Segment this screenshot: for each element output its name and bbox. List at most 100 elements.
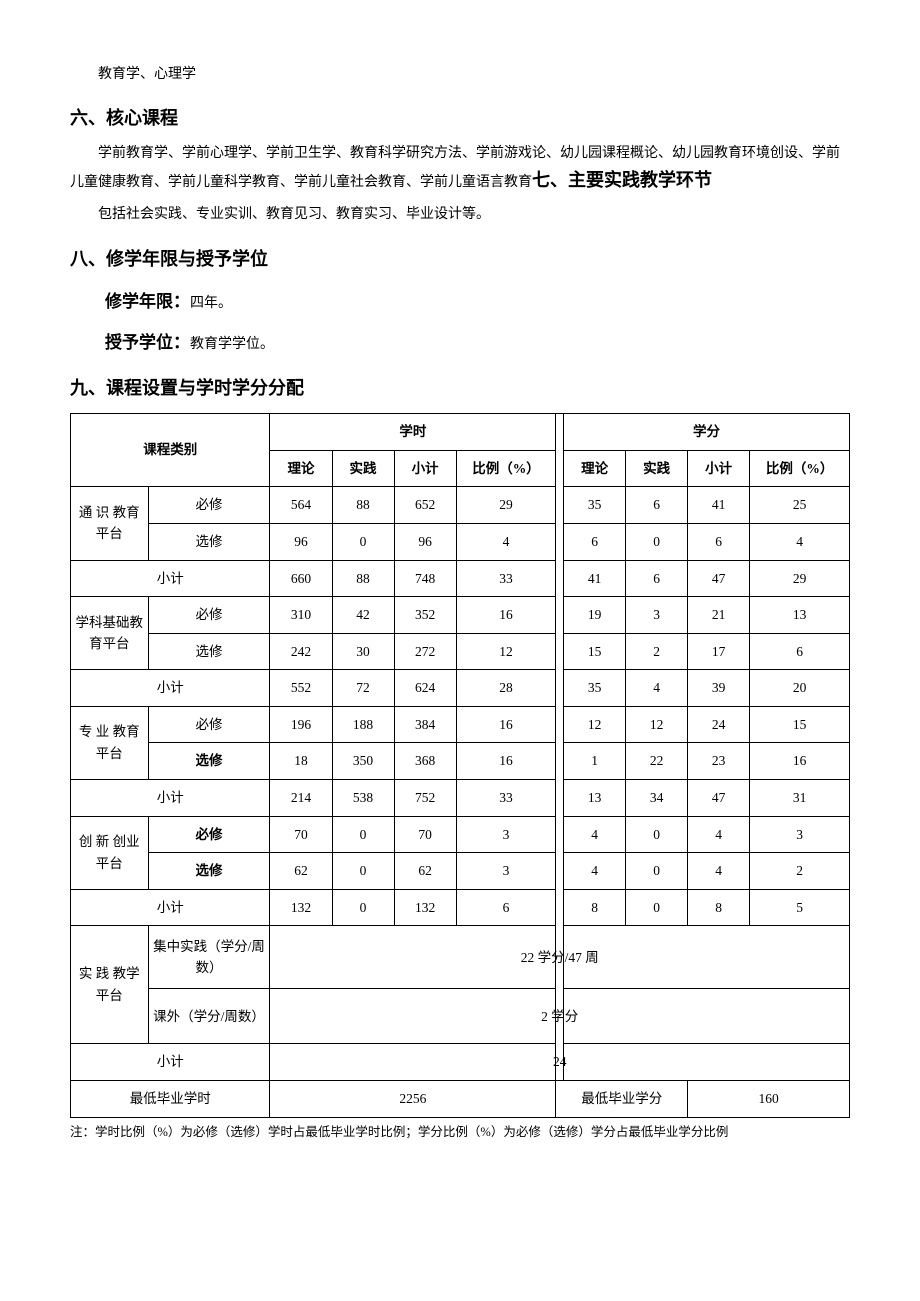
th-practice-h: 实践 [332,450,394,487]
row-label: 必修 [148,597,270,634]
cell: 96 [394,523,456,560]
cell: 660 [270,560,332,597]
cell: 4 [626,670,688,707]
cell: 21 [688,597,750,634]
cell: 272 [394,633,456,670]
subtotal-label: 小计 [71,560,270,597]
cell: 19 [564,597,626,634]
cell: 16 [750,743,850,780]
cell: 368 [394,743,456,780]
cell: 62 [270,853,332,890]
table-row: 选修 62 0 62 3 4 0 4 2 [71,853,850,890]
cell: 132 [270,889,332,926]
study-years-value: 四年。 [190,296,232,311]
cell: 538 [332,780,394,817]
cell: 70 [394,816,456,853]
cell: 88 [332,560,394,597]
disciplines-line: 教育学、心理学 [70,64,850,86]
row-label: 选修 [148,743,270,780]
table-row: 小计 214 538 752 33 13 34 47 31 [71,780,850,817]
cell: 6 [688,523,750,560]
cell: 0 [332,523,394,560]
cell: 242 [270,633,332,670]
cell: 552 [270,670,332,707]
table-row: 小计 660 88 748 33 41 6 47 29 [71,560,850,597]
cell: 41 [688,487,750,524]
cell: 0 [332,816,394,853]
core-courses-text: 学前教育学、学前心理学、学前卫生学、教育科学研究方法、学前游戏论、幼儿园课程概论… [70,146,840,189]
section-7-body: 包括社会实践、专业实训、教育见习、教育实习、毕业设计等。 [70,204,850,226]
merged-cell: 24 [270,1044,850,1081]
cell: 70 [270,816,332,853]
table-row: 通 识 教育平台 必修 564 88 652 29 35 6 41 25 [71,487,850,524]
th-hours: 学时 [270,414,556,451]
cell: 1 [564,743,626,780]
row-label: 选修 [148,853,270,890]
cell: 0 [332,889,394,926]
subtotal-label: 小计 [71,780,270,817]
section-6-body: 学前教育学、学前心理学、学前卫生学、教育科学研究方法、学前游戏论、幼儿园课程概论… [70,143,850,194]
th-theory-c: 理论 [564,450,626,487]
cell: 6 [456,889,556,926]
row-label: 课外（学分/周数） [148,989,270,1044]
degree-line: 授予学位：教育学学位。 [105,329,850,356]
table-row: 小计 132 0 132 6 8 0 8 5 [71,889,850,926]
min-credits-label: 最低毕业学分 [556,1081,688,1118]
cell: 3 [456,816,556,853]
cell: 652 [394,487,456,524]
row-label: 集中实践（学分/周数） [148,926,270,989]
cell: 72 [332,670,394,707]
cell: 15 [750,706,850,743]
cell: 6 [750,633,850,670]
merged-cell: 2 学分 [270,989,850,1044]
cell: 33 [456,560,556,597]
cell: 12 [456,633,556,670]
table-row: 课程类别 学时 学分 [71,414,850,451]
cell: 564 [270,487,332,524]
cell: 0 [626,853,688,890]
min-hours-label: 最低毕业学时 [71,1081,270,1118]
table-row: 实 践 教学平台 集中实践（学分/周数） 22 学分/47 周 [71,926,850,989]
cell: 3 [750,816,850,853]
cell: 23 [688,743,750,780]
cell: 624 [394,670,456,707]
cell: 20 [750,670,850,707]
cell: 132 [394,889,456,926]
table-row: 选修 96 0 96 4 6 0 6 4 [71,523,850,560]
cell: 16 [456,597,556,634]
cell: 16 [456,706,556,743]
group-name: 通 识 教育平台 [71,487,149,560]
section-8-heading: 八、修学年限与授予学位 [70,245,850,274]
cell: 6 [626,560,688,597]
table-row: 专 业 教育平台 必修 196 188 384 16 12 12 24 15 [71,706,850,743]
cell: 18 [270,743,332,780]
cell: 0 [626,816,688,853]
cell: 748 [394,560,456,597]
subtotal-label: 小计 [71,1044,270,1081]
cell: 12 [564,706,626,743]
group-name: 创 新 创业平台 [71,816,149,889]
study-years-label: 修学年限： [105,292,190,311]
cell: 13 [750,597,850,634]
table-row: 小计 552 72 624 28 35 4 39 20 [71,670,850,707]
th-ratio-h: 比例（%） [456,450,556,487]
section-7-heading: 七、主要实践教学环节 [532,170,712,190]
cell: 17 [688,633,750,670]
cell: 6 [626,487,688,524]
group-name: 学科基础教育平台 [71,597,149,670]
th-ratio-c: 比例（%） [750,450,850,487]
study-years-line: 修学年限：四年。 [105,288,850,315]
cell: 35 [564,670,626,707]
cell: 22 [626,743,688,780]
cell: 29 [750,560,850,597]
cell: 214 [270,780,332,817]
cell: 2 [626,633,688,670]
cell: 4 [564,853,626,890]
cell: 13 [564,780,626,817]
cell: 3 [456,853,556,890]
cell: 39 [688,670,750,707]
table-row: 创 新 创业平台 必修 70 0 70 3 4 0 4 3 [71,816,850,853]
row-label: 必修 [148,706,270,743]
th-credits: 学分 [564,414,850,451]
cell: 4 [688,816,750,853]
